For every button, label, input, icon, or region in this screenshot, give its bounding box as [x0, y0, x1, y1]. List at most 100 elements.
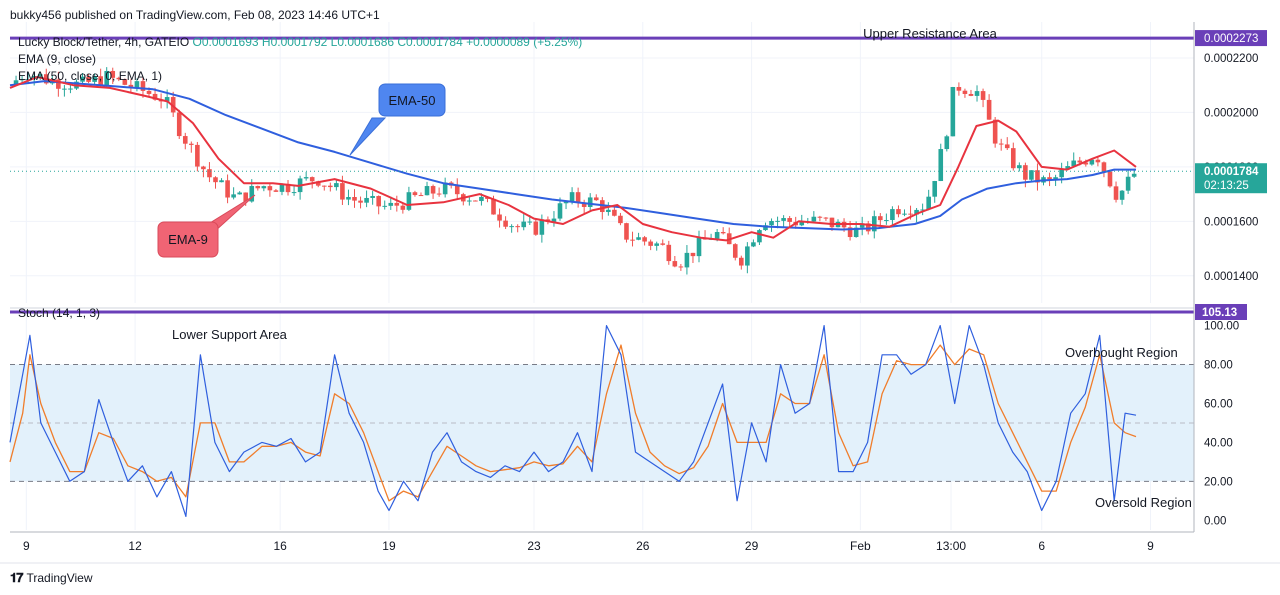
- candle-body: [714, 232, 720, 239]
- candle-body: [908, 213, 913, 215]
- x-tick-label: 29: [745, 539, 759, 553]
- candle-body: [678, 266, 684, 268]
- candle-body: [267, 186, 273, 191]
- candle-body: [1010, 148, 1016, 169]
- x-tick-label: 16: [273, 539, 287, 553]
- candle-body: [92, 76, 97, 82]
- candle-body: [497, 214, 502, 221]
- candle-body: [914, 209, 919, 215]
- candle-body: [1113, 186, 1119, 200]
- candle-body: [509, 226, 514, 228]
- candle-body: [557, 203, 563, 219]
- candle-body: [473, 200, 478, 202]
- candle-body: [1071, 160, 1077, 167]
- candle-body: [642, 237, 647, 242]
- candle-body: [116, 77, 122, 80]
- candle-body: [140, 81, 146, 91]
- legend-ema9: EMA (9, close): [18, 52, 96, 66]
- resistance-price-tag: [1195, 30, 1267, 47]
- candle-body: [539, 219, 545, 235]
- legend-field-2: H0.0001792: [262, 35, 331, 49]
- candle-body: [660, 243, 666, 245]
- tradingview-logo[interactable]: 𝟏𝟕 TradingView: [10, 570, 93, 586]
- candle-body: [799, 221, 805, 226]
- candle-body: [902, 213, 907, 215]
- candle-body: [412, 192, 418, 196]
- candle-body: [491, 198, 496, 215]
- stoch-tick-label: 60.00: [1204, 398, 1233, 410]
- candle-body: [932, 181, 938, 197]
- last-price-label: 0.0001784: [1204, 166, 1259, 178]
- candle-body: [1029, 170, 1034, 180]
- x-tick-label: 26: [636, 539, 650, 553]
- candle-body: [1059, 169, 1064, 178]
- candle-body: [68, 88, 73, 90]
- candle-body: [926, 196, 931, 210]
- candle-body: [732, 244, 738, 258]
- y-tick-label: 0.0001600: [1204, 216, 1258, 228]
- candle-body: [467, 200, 472, 202]
- candle-body: [666, 244, 672, 262]
- candle-body: [1131, 173, 1137, 177]
- candle-body: [648, 241, 653, 246]
- x-tick-label: 23: [527, 539, 541, 553]
- candle-body: [201, 166, 206, 170]
- candle-body: [231, 194, 236, 198]
- stoch-band: [10, 364, 1194, 482]
- upper-resistance-label: Upper Resistance Area: [863, 26, 997, 41]
- overbought-label: Overbought Region: [1065, 345, 1178, 360]
- candle-body: [503, 220, 508, 227]
- candle-body: [787, 218, 792, 222]
- y-tick-label: 0.0002000: [1204, 107, 1258, 119]
- tradingview-mark-icon: 𝟏𝟕: [10, 570, 24, 585]
- candle-body: [575, 192, 581, 203]
- candle-body: [612, 209, 617, 216]
- candle-body: [122, 79, 128, 85]
- candle-body: [569, 192, 575, 202]
- candle-body: [1095, 159, 1101, 163]
- candle-body: [521, 221, 527, 228]
- candle-body: [382, 205, 388, 207]
- candle-body: [243, 192, 249, 202]
- candle-body: [527, 221, 533, 223]
- candle-body: [551, 218, 557, 222]
- candle-body: [56, 79, 61, 89]
- candle-body: [261, 186, 267, 189]
- candle-body: [98, 76, 103, 86]
- x-tick-label: 19: [382, 539, 396, 553]
- legend-field-3: L0.0001686: [331, 35, 398, 49]
- candle-body: [817, 216, 823, 218]
- candle-body: [1004, 144, 1010, 149]
- candle-body: [176, 112, 182, 137]
- candle-body: [442, 182, 448, 195]
- candle-body: [213, 177, 218, 183]
- stoch-k-line: [9, 325, 1137, 518]
- candle-body: [811, 216, 817, 222]
- candle-body: [152, 93, 158, 100]
- candle-body: [134, 81, 140, 88]
- candle-body: [1077, 160, 1083, 163]
- ema50-callout-pointer: [349, 117, 387, 156]
- candle-body: [303, 177, 309, 179]
- candle-body: [19, 79, 25, 81]
- candle-body: [672, 261, 678, 267]
- candle-body: [684, 252, 690, 268]
- candle-body: [1107, 171, 1113, 187]
- legend-ema50: EMA (50, close, 0, EMA, 1): [18, 69, 162, 83]
- last-price-tag: [1195, 163, 1267, 194]
- stoch-tick-label: 0.00: [1204, 515, 1226, 527]
- candle-body: [980, 91, 986, 100]
- candle-body: [237, 192, 242, 195]
- candle-body: [195, 144, 200, 167]
- legend-stoch: Stoch (14, 1, 3): [18, 306, 100, 320]
- candle-body: [581, 202, 587, 207]
- candle-body: [745, 246, 750, 266]
- candle-body: [291, 192, 297, 194]
- legend-field-5: +0.0000089 (+5.25%): [466, 35, 582, 49]
- candle-body: [346, 197, 351, 200]
- candle-body: [624, 223, 629, 240]
- x-tick-label: 6: [1038, 539, 1045, 553]
- candle-body: [593, 197, 599, 201]
- legend-field-1: O0.0001693: [193, 35, 262, 49]
- stoch-top-tag: [1195, 304, 1247, 320]
